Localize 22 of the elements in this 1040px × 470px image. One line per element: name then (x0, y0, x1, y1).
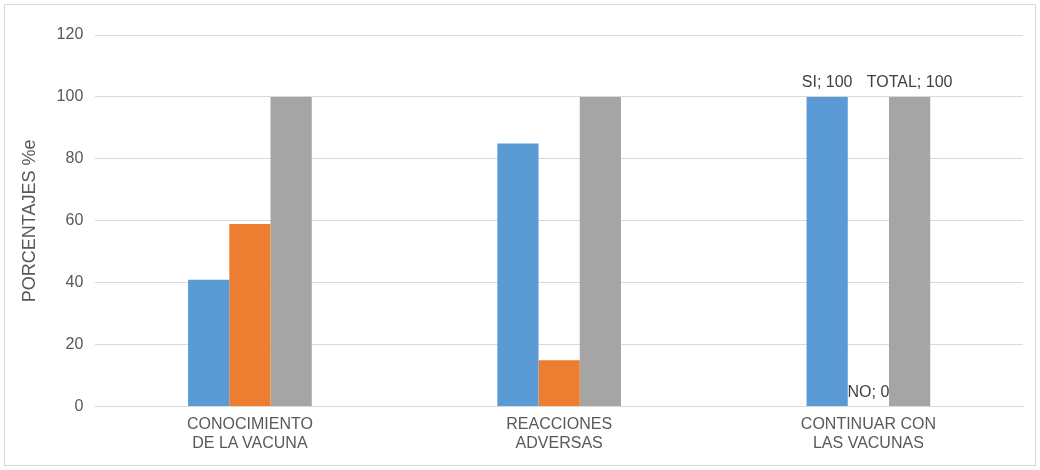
y-tick-label: 120 (56, 25, 84, 43)
y-tick-label: 40 (65, 273, 84, 291)
data-label: SI; 100 (801, 73, 853, 91)
x-tick-label: CONTINUAR CON LAS VACUNAS (800, 414, 936, 451)
bar (579, 96, 621, 407)
y-tick-label: 0 (74, 397, 84, 415)
y-tick-label: 80 (65, 149, 84, 167)
bar (889, 96, 931, 407)
data-label: TOTAL; 100 (866, 73, 953, 91)
y-axis-title: PORCENTAJES %e (18, 139, 39, 303)
bar (270, 96, 312, 407)
bar (806, 96, 848, 407)
y-tick-label: 100 (56, 87, 84, 105)
x-tick-label: REACCIONES ADVERSAS (506, 414, 613, 451)
y-tick-label: 20 (65, 335, 84, 353)
x-tick-label: CONOCIMIENTO DE LA VACUNA (186, 414, 313, 451)
bar (538, 360, 580, 407)
bar (188, 279, 230, 407)
y-tick-label: 60 (65, 211, 84, 229)
data-label: NO; 0 (847, 383, 890, 401)
bar (229, 223, 271, 407)
bar (497, 143, 539, 407)
